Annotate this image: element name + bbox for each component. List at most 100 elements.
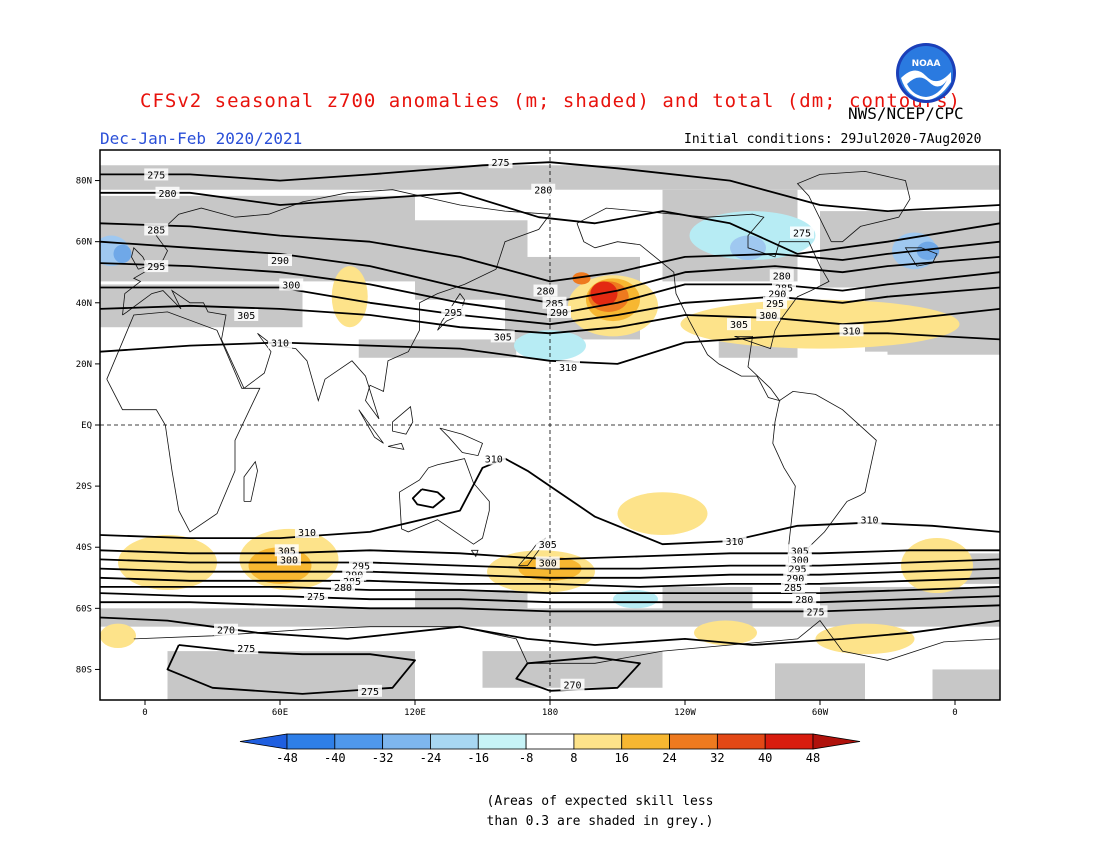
contour-label: 300: [539, 559, 557, 570]
contour-line: [100, 567, 1000, 579]
colorbar-swatch: [382, 733, 431, 750]
coastlines: [106, 170, 1000, 664]
contour-label-bg: [783, 571, 808, 584]
lon-tick-label: 60W: [812, 708, 829, 718]
anomaly-patch: [694, 620, 757, 645]
contour-label: 290: [550, 308, 568, 319]
contour-label-bg: [358, 684, 382, 697]
contour-label-bg: [857, 513, 882, 526]
contour-label-bg: [722, 535, 747, 548]
chart-title: CFSv2 seasonal z700 anomalies (m; shaded…: [140, 90, 961, 112]
contour-label-bg: [531, 183, 556, 196]
colorbar-high-arrow: [812, 733, 861, 750]
anomaly-patch: [901, 538, 973, 594]
contour-line: [100, 616, 1000, 646]
colorbar-swatch: [477, 733, 527, 750]
lat-tick-label: 80N: [76, 177, 92, 187]
colorbar-swatch: [286, 733, 336, 750]
contour-label: 295: [147, 262, 165, 273]
contour-label-bg: [535, 538, 560, 551]
lat-tick-label: EQ: [81, 421, 92, 431]
contour-label: 290: [271, 256, 289, 267]
colorbar-label: -8: [519, 751, 533, 765]
colorbar-swatch: [430, 733, 479, 750]
colorbar-swatch: [573, 733, 623, 750]
anomaly-patch: [680, 299, 960, 349]
contour-label-bg: [787, 544, 812, 557]
contour-label: 310: [725, 537, 743, 548]
contour-label-bg: [542, 296, 567, 309]
lat-tick-label: 20S: [76, 482, 92, 492]
lat-tick-label: 60N: [76, 238, 92, 248]
coastline: [106, 311, 261, 533]
contour-label-bg: [535, 556, 560, 569]
contour-label: 305: [730, 320, 748, 331]
contour-line: [100, 601, 1000, 613]
coastline: [392, 405, 414, 435]
contour-label-bg: [490, 330, 515, 343]
anomaly-patch: [815, 623, 915, 655]
contour-line: [100, 286, 1000, 326]
contour-label-bg: [803, 605, 828, 618]
contour-label: 270: [563, 681, 581, 692]
colorbar-label: 48: [806, 751, 820, 765]
contour-label-bg: [781, 580, 805, 593]
colorbar-label: -32: [372, 751, 394, 765]
lat-tick-label: 20N: [76, 360, 92, 370]
contour-label-bg: [533, 284, 558, 297]
contour-line: [100, 262, 1000, 316]
contour-label: 295: [352, 562, 370, 573]
contour-label: 275: [793, 229, 811, 240]
lon-tick-label: 0: [142, 708, 147, 718]
coastline: [437, 292, 465, 331]
contour-line: [515, 656, 641, 692]
contour-label: 270: [217, 626, 235, 637]
skill-footnote-line2: than 0.3 are shaded in grey.): [486, 814, 714, 829]
colorbar-swatch: [334, 733, 384, 750]
contour-line: [100, 558, 1000, 570]
contour-line: [100, 240, 1000, 304]
colorbar-swatch: [764, 733, 814, 750]
contour-label-bg: [769, 269, 794, 282]
low-skill-region: [775, 663, 865, 700]
coastline: [796, 170, 911, 243]
coastline: [398, 458, 490, 545]
contour-line: [166, 644, 416, 695]
contour-label: 310: [860, 516, 878, 527]
contour-label-bg: [295, 525, 319, 538]
contour-line: [100, 576, 1000, 588]
contour-label-bg: [441, 305, 466, 318]
colorbar-low-arrow: [239, 733, 288, 750]
contour-label: 295: [766, 299, 784, 310]
colorbar-label: 24: [662, 751, 676, 765]
contour-line: [100, 161, 1000, 212]
anomaly-shading: [100, 165, 1000, 700]
lat-tick-label: 60S: [76, 604, 92, 614]
low-skill-region: [932, 669, 1000, 700]
contour-label: 295: [444, 308, 462, 319]
coastline: [358, 409, 384, 444]
contour-label: 280: [536, 287, 554, 298]
contour-label: 285: [784, 583, 802, 594]
colorbar-label: -24: [420, 751, 442, 765]
contour-label-bg: [155, 186, 180, 199]
lon-tick-label: 0: [952, 708, 957, 718]
contour-label: 275: [806, 607, 824, 618]
contour-label-bg: [763, 296, 787, 309]
lat-tick-label: 40N: [76, 299, 92, 309]
contour-line: [100, 457, 1000, 546]
contour-label-bg: [304, 590, 328, 603]
contour-line: [100, 592, 1000, 604]
contour-label-bg: [234, 309, 259, 321]
skill-footnote-line1: (Areas of expected skill less: [486, 794, 714, 809]
contour-label: 300: [280, 555, 298, 566]
contour-label-bg: [144, 223, 169, 236]
contour-label-bg: [765, 287, 790, 300]
contour-label: 310: [485, 455, 503, 466]
contour-label-bg: [268, 254, 292, 266]
contour-label-bg: [144, 168, 169, 181]
contour-label: 280: [773, 271, 791, 282]
contour-label: 280: [158, 189, 176, 200]
coastline: [122, 189, 551, 420]
map-axes: 80N 60N 40N 20N EQ 20S 40S 60S 80S 0 60E 120E 180 120…: [76, 177, 958, 718]
